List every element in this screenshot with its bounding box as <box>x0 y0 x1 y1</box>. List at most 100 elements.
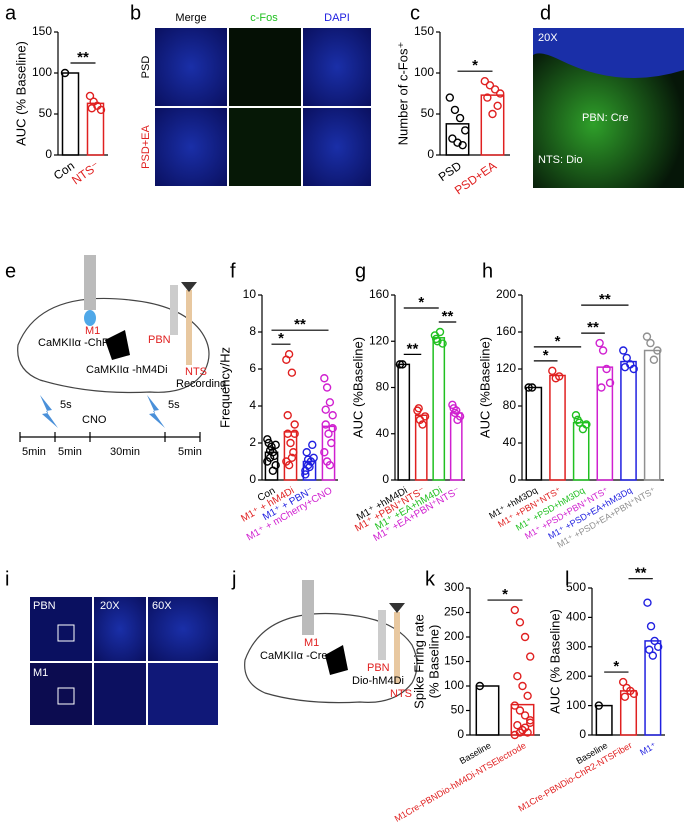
electrode <box>394 612 400 684</box>
bar <box>572 421 590 481</box>
data-point <box>526 718 535 727</box>
data-point <box>287 453 297 462</box>
data-point <box>571 411 581 420</box>
recording-label: Recording <box>176 378 226 390</box>
data-point <box>301 470 310 479</box>
data-point <box>431 334 441 344</box>
y-axis-label: (% Baseline) <box>426 625 441 699</box>
image-text: NTS: Dio <box>538 154 583 166</box>
data-point <box>448 134 457 143</box>
data-point <box>597 383 606 392</box>
y-axis-label: AUC (%Baseline) <box>350 337 365 438</box>
data-point <box>265 446 275 455</box>
micrograph <box>229 28 301 106</box>
y-axis-label: Spike Firing rate <box>411 614 426 709</box>
x-tick-label: M1⁺ <box>638 740 658 757</box>
data-point <box>475 681 484 691</box>
column-header: c-Fos <box>250 12 278 24</box>
data-point <box>643 598 652 607</box>
y-tick-label: 400 <box>566 610 586 624</box>
data-point <box>619 346 628 355</box>
data-point <box>520 632 530 642</box>
data-point <box>435 327 445 337</box>
data-point <box>327 438 336 448</box>
data-point <box>485 81 495 90</box>
data-point <box>480 76 489 86</box>
panel-b: b Merge c-Fos DAPI PSD PSD+EA <box>130 2 371 186</box>
image-text: PBN: Cre <box>582 112 628 124</box>
panel-i: i PBN M1 20X 60X <box>5 568 218 725</box>
y-tick-label: 160 <box>496 324 516 338</box>
bar <box>595 704 613 736</box>
bar <box>445 123 470 156</box>
light <box>84 310 96 326</box>
panel-e: e M1 CaMKIIα -ChR2 PBN CaMKIIα -hM4Di NT… <box>5 255 226 458</box>
time-label: 5s <box>60 399 72 411</box>
chart: k 0 50 100 150 200 250 300 Spike Firing rate (% B… <box>393 568 540 822</box>
electrode-head <box>181 282 197 292</box>
region <box>105 330 130 360</box>
syringe <box>84 255 96 310</box>
bar <box>475 685 500 736</box>
bar <box>321 425 336 481</box>
y-tick-label: 80 <box>376 380 390 394</box>
y-tick-label: 500 <box>566 580 586 594</box>
data-point <box>328 424 337 433</box>
significance-label: * <box>613 658 619 675</box>
column-header: DAPI <box>324 12 350 24</box>
data-point <box>328 411 337 420</box>
site-label: M1 <box>304 637 319 649</box>
data-point <box>60 68 70 78</box>
data-point <box>438 339 447 348</box>
panel-j: j M1 CaMKIIα -Cre PBN Dio-hM4Di NTS <box>231 568 418 704</box>
data-point <box>515 618 525 627</box>
significance-label: * <box>472 57 478 74</box>
data-point <box>493 101 502 111</box>
significance-label: ** <box>294 316 306 333</box>
time-label: CNO <box>82 414 107 426</box>
data-point <box>646 338 655 348</box>
micrograph <box>30 663 92 725</box>
data-point <box>642 332 652 341</box>
y-tick-label: 150 <box>414 24 434 38</box>
x-tick-label: M1Cre-PBNDio-hM4Di-NTSElectrode <box>393 740 528 822</box>
data-point <box>595 338 604 348</box>
data-point <box>445 93 454 102</box>
data-point <box>302 448 311 457</box>
time-label: 5s <box>168 399 180 411</box>
y-tick-label: 4 <box>249 398 256 412</box>
site-label: NTS <box>185 366 207 378</box>
syringe <box>378 610 386 660</box>
y-tick-label: 100 <box>444 678 464 692</box>
significance-label: * <box>278 330 284 347</box>
data-point <box>286 438 295 448</box>
inset-box <box>57 687 75 705</box>
micrograph <box>303 108 371 186</box>
data-point <box>650 636 659 646</box>
electrode-head <box>389 603 405 613</box>
data-point <box>513 672 522 681</box>
panel-letter: l <box>565 568 569 590</box>
y-tick-label: 0 <box>45 147 52 161</box>
data-point <box>520 711 530 720</box>
y-tick-label: 0 <box>509 472 516 486</box>
row-label: PSD+EA <box>140 124 152 168</box>
data-point <box>622 353 631 363</box>
data-point <box>320 448 329 457</box>
data-point <box>308 440 317 450</box>
y-tick-label: 8 <box>249 324 256 338</box>
y-axis-label: AUC (% Baseline) <box>13 41 28 146</box>
y-tick-label: 300 <box>566 639 586 653</box>
inset-box <box>57 624 75 642</box>
y-tick-label: 200 <box>444 629 464 643</box>
tissue <box>533 28 684 78</box>
data-point <box>324 429 333 438</box>
data-point <box>523 691 532 700</box>
data-point <box>320 374 329 383</box>
data-point <box>605 378 615 388</box>
panel-letter: b <box>130 2 141 24</box>
data-point <box>629 364 638 374</box>
data-point <box>520 723 530 732</box>
